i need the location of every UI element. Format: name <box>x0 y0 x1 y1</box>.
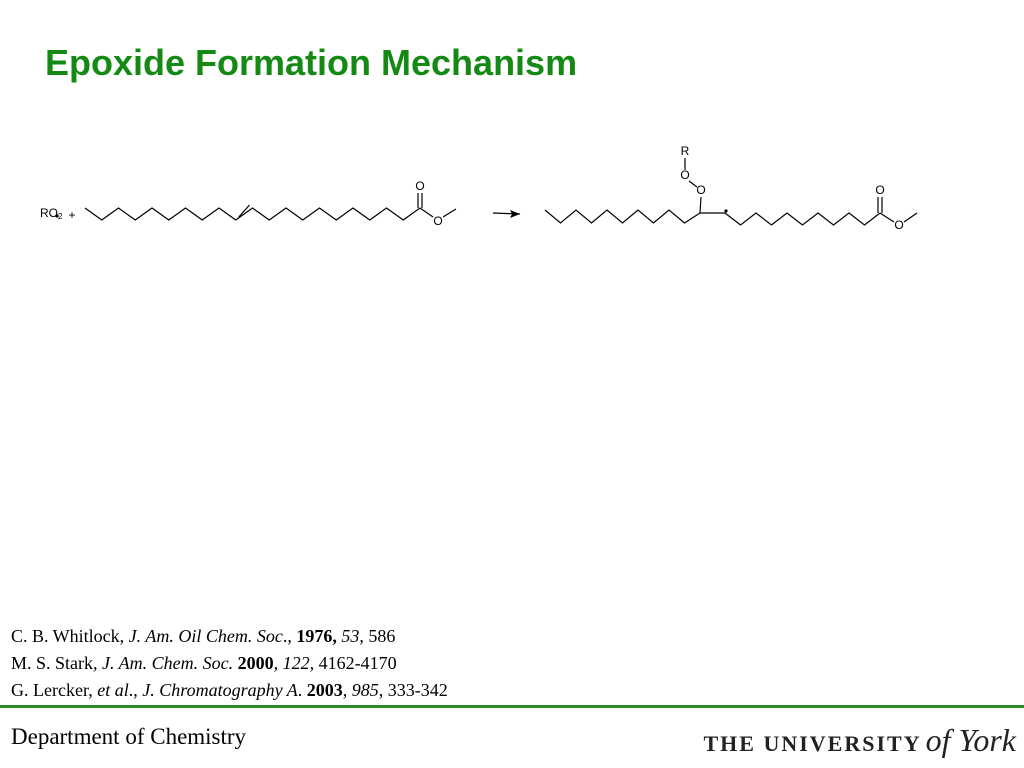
ester-bond <box>419 207 434 218</box>
references: C. B. Whitlock, J. Am. Oil Chem. Soc., 1… <box>11 623 448 704</box>
reference: M. S. Stark, J. Am. Chem. Soc. 2000, 122… <box>11 650 448 677</box>
o-o-bond <box>688 180 698 188</box>
reference-part: , J. Am. Chem. Soc. <box>93 653 234 673</box>
c-o-bond <box>699 196 702 214</box>
reference-part: ., <box>282 626 297 646</box>
atom-label: O <box>433 214 442 228</box>
department: Department of Chemistry <box>11 724 247 749</box>
logo-university: THE UNIVERSITY <box>703 731 922 756</box>
reference-part: , 333-342 <box>378 680 448 700</box>
footer-rule <box>0 705 1024 708</box>
double-bond <box>238 204 250 218</box>
atom-label: O <box>680 168 689 182</box>
reference-part: , 586 <box>359 626 396 646</box>
reference-part: C. B. Whitlock, <box>11 626 129 646</box>
carbon-chain <box>724 212 881 226</box>
reference-part: 53 <box>341 626 360 646</box>
reference-part: ., <box>128 680 143 700</box>
reference-part: M. S. Stark <box>11 653 94 673</box>
radical-dot <box>724 209 728 213</box>
ester-bond <box>879 212 895 223</box>
arrow-head <box>510 210 520 218</box>
reference-part: 2003 <box>306 680 343 700</box>
carbon-chain <box>84 207 421 221</box>
atom-label: O <box>875 183 884 197</box>
methyl-bond <box>442 208 457 218</box>
atom-label: O <box>696 183 705 197</box>
atom-label: O <box>894 218 903 232</box>
bonds <box>84 158 918 226</box>
radical-label: RO2 <box>40 206 63 221</box>
atom-label: O <box>415 179 424 193</box>
reference-part: J. Am. Oil Chem. Soc <box>128 626 283 646</box>
slide-title: Epoxide Formation Mechanism <box>45 42 578 83</box>
reference-part: 2000 <box>237 653 274 673</box>
reference-part: 1976, <box>296 626 337 646</box>
radical-dot <box>55 214 59 218</box>
reference: G. Lercker, et al., J. Chromatography A.… <box>11 677 448 704</box>
reference: C. B. Whitlock, J. Am. Oil Chem. Soc., 1… <box>11 623 448 650</box>
methyl-bond <box>903 212 918 223</box>
reference-part: J. Chromatography A <box>142 680 298 700</box>
atom-label: R <box>681 144 690 158</box>
reference-part: G. Lercker, <box>11 680 98 700</box>
plus-sign: + <box>68 208 75 222</box>
carbon-chain <box>544 209 701 224</box>
logo-york: of York <box>925 722 1016 758</box>
radical-name: RO <box>40 206 58 220</box>
reference-part: et al <box>97 680 129 700</box>
reference-part: , 122, <box>273 653 315 673</box>
reference-part: 985 <box>351 680 379 700</box>
university-logo: THE UNIVERSITY of York <box>703 722 1016 759</box>
reaction-scheme: RO2 + O O R O O O O <box>40 144 918 232</box>
reference-part: . <box>297 680 307 700</box>
reference-part: 4162-4170 <box>314 653 397 673</box>
radical-subscript: 2 <box>58 212 63 221</box>
reference-part: , <box>342 680 352 700</box>
